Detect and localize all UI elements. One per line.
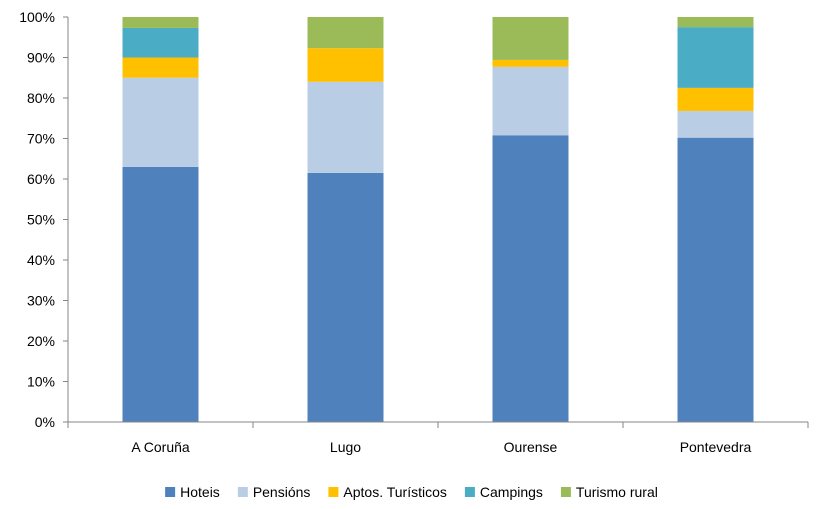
bar-segment-hoteis: [122, 166, 199, 422]
bar-segment-hoteis: [492, 135, 569, 422]
legend-swatch: [464, 487, 475, 497]
legend-label: Hoteis: [180, 484, 220, 500]
legend-swatch: [560, 487, 571, 497]
y-tick-label: 20%: [27, 333, 55, 349]
y-tick-label: 30%: [27, 293, 55, 309]
bar-segment-campings: [677, 27, 754, 88]
x-tick-label: Lugo: [330, 439, 361, 455]
y-tick-label: 100%: [19, 9, 55, 25]
bar-segment-aptos-tur-sticos: [677, 87, 754, 111]
legend-item: Aptos. Turísticos: [328, 484, 447, 500]
y-tick-label: 60%: [27, 171, 55, 187]
legend-item: Pensións: [237, 484, 311, 500]
x-tick-label: A Coruña: [131, 439, 190, 455]
bar-segment-aptos-tur-sticos: [122, 57, 199, 78]
bar-segment-aptos-tur-sticos: [307, 48, 384, 82]
bar-segment-aptos-tur-sticos: [492, 59, 569, 67]
bar-segment-pensi-ns: [677, 110, 754, 138]
y-axis: 0% 10% 20% 30% 40% 50% 60% 70% 80% 90% 100%: [19, 9, 69, 430]
bar-segment-pensi-ns: [307, 81, 384, 173]
bar-segment-pensi-ns: [492, 66, 569, 136]
bar-segment-turismo-rural: [677, 17, 754, 28]
legend-label: Aptos. Turísticos: [343, 484, 446, 500]
legend-label: Campings: [480, 484, 543, 500]
bar-segment-campings: [122, 27, 199, 58]
bar-segment-hoteis: [307, 172, 384, 422]
x-tick-label: Ourense: [504, 439, 558, 455]
y-tick-label: 10%: [27, 374, 55, 390]
x-axis: A Coruña Lugo Ourense Pontevedra: [67, 421, 809, 455]
legend-item: Campings: [464, 484, 543, 500]
legend-swatch: [165, 487, 176, 497]
legend-item: Hoteis: [165, 484, 220, 500]
bar-segment-turismo-rural: [307, 17, 384, 49]
y-tick-label: 40%: [27, 252, 55, 268]
bar-segment-pensi-ns: [122, 77, 199, 167]
legend-label: Turismo rural: [576, 484, 658, 500]
y-tick-label: 50%: [27, 212, 55, 228]
bar-area: [122, 17, 754, 422]
bar-segment-turismo-rural: [122, 17, 199, 28]
legend: Hoteis Pensións Aptos. Turísticos Campings T…: [165, 484, 658, 500]
legend-label: Pensións: [253, 484, 311, 500]
x-tick-label: Pontevedra: [680, 439, 752, 455]
bar-segment-hoteis: [677, 137, 754, 422]
y-tick-label: 70%: [27, 131, 55, 147]
legend-item: Turismo rural: [560, 484, 658, 500]
y-tick-label: 80%: [27, 90, 55, 106]
y-tick-label: 0%: [35, 414, 55, 430]
y-tick-label: 90%: [27, 50, 55, 66]
bar-segment-turismo-rural: [492, 17, 569, 60]
legend-swatch: [328, 487, 339, 497]
legend-swatch: [237, 487, 248, 497]
